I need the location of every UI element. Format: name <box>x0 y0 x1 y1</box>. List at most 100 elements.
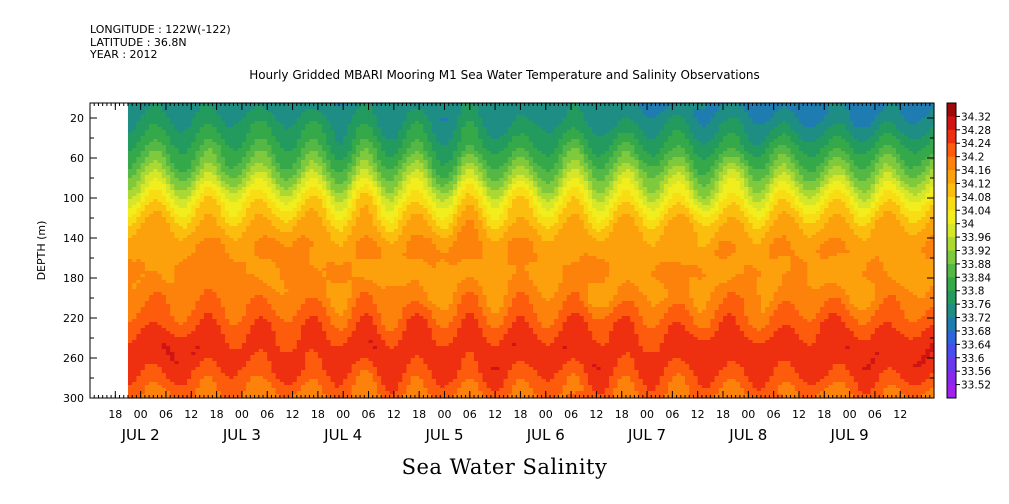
heatmap-cell <box>161 232 167 236</box>
heatmap-cell <box>191 310 197 314</box>
heatmap-cell <box>153 148 159 152</box>
heatmap-cell <box>330 346 336 350</box>
heatmap-cell <box>267 136 273 140</box>
heatmap-cell <box>305 286 311 290</box>
heatmap-cell <box>170 346 175 350</box>
heatmap-cell <box>182 142 188 146</box>
heatmap-cell <box>149 202 154 206</box>
heatmap-cell <box>258 169 264 173</box>
heatmap-cell <box>284 346 289 350</box>
heatmap-cell <box>313 328 319 332</box>
heatmap-cell <box>246 256 251 260</box>
heatmap-cell <box>250 361 256 365</box>
heatmap-cell <box>271 178 277 182</box>
heatmap-cell <box>292 205 298 209</box>
heatmap-cell <box>296 343 302 347</box>
heatmap-cell <box>296 178 302 182</box>
heatmap-cell <box>199 271 205 275</box>
heatmap-cell <box>161 361 167 365</box>
heatmap-cell <box>258 313 264 317</box>
heatmap-cell <box>140 376 146 380</box>
heatmap-cell <box>195 292 201 296</box>
heatmap-cell <box>317 307 323 311</box>
heatmap-cell <box>296 199 302 203</box>
heatmap-cell <box>284 142 289 146</box>
heatmap-cell <box>187 304 192 308</box>
heatmap-cell <box>301 373 306 377</box>
heatmap-cell <box>195 187 201 191</box>
heatmap-cell <box>258 103 264 107</box>
heatmap-cell <box>254 217 260 221</box>
heatmap-cell <box>191 334 197 338</box>
heatmap-cell <box>174 127 180 131</box>
heatmap-cell <box>305 118 311 122</box>
heatmap-cell <box>225 367 230 371</box>
heatmap-cell <box>258 328 264 332</box>
heatmap-cell <box>182 250 188 254</box>
heatmap-cell <box>212 355 218 359</box>
heatmap-cell <box>220 334 226 338</box>
heatmap-cell <box>208 370 213 374</box>
heatmap-cell <box>165 244 171 248</box>
heatmap-cell <box>284 151 289 155</box>
heatmap-cell <box>288 106 294 110</box>
heatmap-cell <box>216 244 222 248</box>
heatmap-cell <box>132 259 138 263</box>
heatmap-cell <box>322 226 327 230</box>
heatmap-cell <box>233 376 239 380</box>
heatmap-cell <box>246 334 251 338</box>
heatmap-cell <box>305 115 311 119</box>
heatmap-cell <box>305 319 311 323</box>
heatmap-cell <box>182 283 188 287</box>
heatmap-cell <box>292 166 298 170</box>
heatmap-cell <box>317 346 323 350</box>
heatmap-cell <box>237 226 243 230</box>
heatmap-cell <box>326 133 332 137</box>
heatmap-cell <box>203 115 209 119</box>
heatmap-cell <box>178 313 184 317</box>
heatmap-cell <box>127 328 133 332</box>
heatmap-cell <box>208 175 213 179</box>
heatmap-cell <box>191 190 197 194</box>
heatmap-cell <box>174 274 180 278</box>
heatmap-cell <box>132 223 138 227</box>
heatmap-cell <box>144 163 150 167</box>
heatmap-cell <box>144 370 150 374</box>
heatmap-cell <box>292 151 298 155</box>
heatmap-cell <box>246 163 251 167</box>
heatmap-cell <box>153 109 159 113</box>
heatmap-cell <box>284 376 289 380</box>
heatmap-cell <box>254 127 260 131</box>
heatmap-cell <box>254 151 260 155</box>
heatmap-cell <box>258 157 264 161</box>
heatmap-cell <box>157 244 163 248</box>
heatmap-cell <box>229 115 235 119</box>
heatmap-cell <box>279 286 285 290</box>
heatmap-cell <box>165 358 171 362</box>
heatmap-cell <box>271 376 277 380</box>
heatmap-cell <box>191 154 197 158</box>
heatmap-cell <box>157 334 163 338</box>
heatmap-cell <box>271 304 277 308</box>
heatmap-cell <box>153 271 159 275</box>
heatmap-cell <box>254 394 260 398</box>
heatmap-cell <box>246 223 251 227</box>
heatmap-cell <box>212 385 218 389</box>
heatmap-cell <box>237 244 243 248</box>
heatmap-cell <box>296 238 302 242</box>
heatmap-cell <box>301 313 306 317</box>
heatmap-cell <box>250 277 256 281</box>
heatmap-cell <box>279 358 285 362</box>
heatmap-cell <box>322 250 327 254</box>
heatmap-cell <box>144 112 150 116</box>
heatmap-cell <box>330 121 336 125</box>
heatmap-cell <box>246 214 251 218</box>
heatmap-cell <box>233 247 239 251</box>
heatmap-cell <box>292 301 298 305</box>
heatmap-cell <box>246 259 251 263</box>
heatmap-cell <box>157 322 163 326</box>
heatmap-cell <box>309 328 315 332</box>
heatmap-cell <box>288 229 294 233</box>
heatmap-cell <box>195 388 201 392</box>
heatmap-cell <box>301 136 306 140</box>
